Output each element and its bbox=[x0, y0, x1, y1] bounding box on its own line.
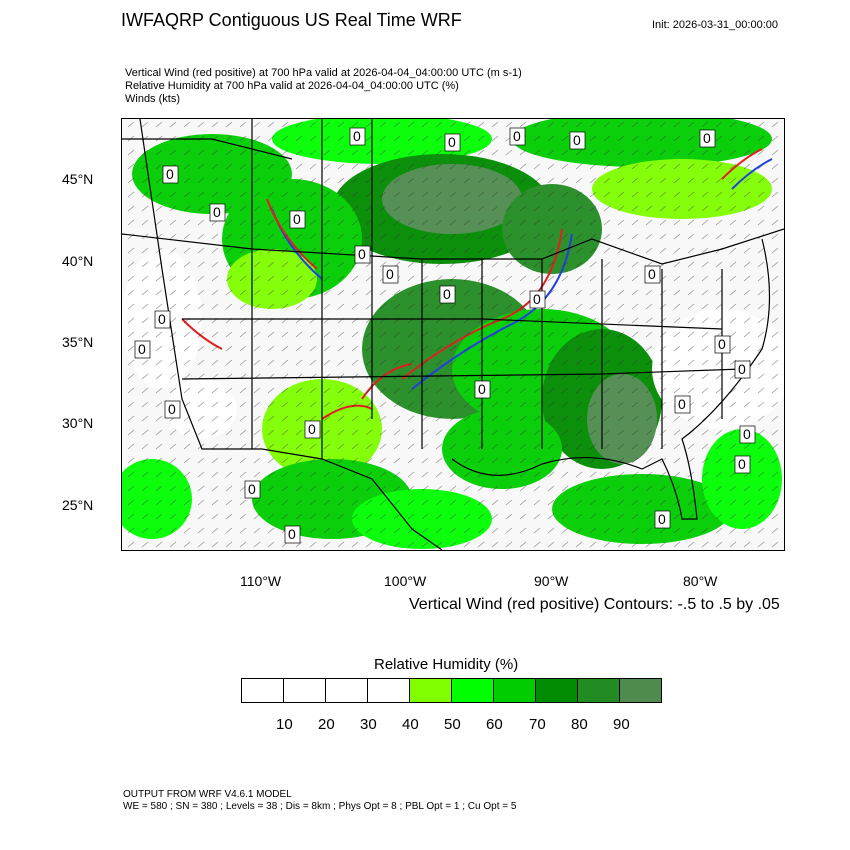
contour-label: 0 bbox=[166, 166, 174, 182]
colorbar-swatch bbox=[410, 679, 452, 702]
contour-label-box bbox=[349, 127, 366, 146]
colorbar-swatch bbox=[368, 679, 410, 702]
lat-label-35: 35°N bbox=[62, 334, 94, 350]
contour-label-box bbox=[244, 480, 261, 499]
colorbar-label-40: 40 bbox=[402, 716, 419, 733]
lat-label-45: 45°N bbox=[62, 171, 94, 187]
contour-label-box bbox=[654, 510, 671, 529]
contour-label-box bbox=[382, 265, 399, 284]
contour-label-box bbox=[739, 425, 756, 444]
contour-label-box bbox=[439, 285, 456, 304]
subtitle-winds: Winds (kts) bbox=[125, 93, 180, 105]
colorbar-label-90: 90 bbox=[613, 716, 630, 733]
contour-label-box bbox=[529, 290, 546, 309]
lat-label-40: 40°N bbox=[62, 253, 94, 269]
contour-label-box bbox=[644, 265, 661, 284]
contour-label: 0 bbox=[658, 511, 666, 527]
colorbar-swatch bbox=[536, 679, 578, 702]
contour-label: 0 bbox=[213, 204, 221, 220]
colorbar bbox=[241, 678, 662, 703]
contour-label-box bbox=[154, 310, 171, 329]
political-borders bbox=[122, 119, 784, 550]
contour-label: 0 bbox=[358, 246, 366, 262]
contour-label-box bbox=[444, 133, 461, 152]
contour-label-box bbox=[162, 165, 179, 184]
contour-label: 0 bbox=[293, 211, 301, 227]
colorbar-label-10: 10 bbox=[276, 716, 293, 733]
init-time: Init: 2026-03-31_00:00:00 bbox=[652, 19, 778, 31]
contour-label-box bbox=[509, 127, 526, 146]
colorbar-label-70: 70 bbox=[529, 716, 546, 733]
contour-label: 0 bbox=[248, 481, 256, 497]
contour-label: 0 bbox=[573, 132, 581, 148]
plot-title: IWFAQRP Contiguous US Real Time WRF bbox=[121, 10, 462, 30]
subtitle-relative-humidity: Relative Humidity at 700 hPa valid at 20… bbox=[125, 80, 459, 92]
contour-label: 0 bbox=[353, 128, 361, 144]
contour-label: 0 bbox=[703, 130, 711, 146]
colorbar-label-20: 20 bbox=[318, 716, 335, 733]
colorbar-swatch bbox=[494, 679, 536, 702]
contour-label: 0 bbox=[288, 526, 296, 542]
contour-label-box bbox=[474, 380, 491, 399]
contour-label-box bbox=[734, 360, 751, 379]
contour-label-box bbox=[674, 395, 691, 414]
contour-label-box bbox=[699, 129, 716, 148]
colorbar-label-50: 50 bbox=[444, 716, 461, 733]
contour-label: 0 bbox=[738, 456, 746, 472]
contour-label: 0 bbox=[168, 401, 176, 417]
contour-label: 0 bbox=[448, 134, 456, 150]
contour-label-box bbox=[734, 455, 751, 474]
colorbar-swatch bbox=[326, 679, 368, 702]
contour-label-box bbox=[569, 131, 586, 150]
contour-label-box bbox=[289, 210, 306, 229]
contour-label: 0 bbox=[478, 381, 486, 397]
lon-label-100: 100°W bbox=[384, 573, 427, 589]
subtitle-vertical-wind: Vertical Wind (red positive) at 700 hPa … bbox=[125, 67, 522, 79]
humidity-shading bbox=[122, 119, 784, 549]
colorbar-swatch bbox=[452, 679, 494, 702]
colorbar-swatch bbox=[242, 679, 284, 702]
contour-label: 0 bbox=[718, 336, 726, 352]
lat-label-25: 25°N bbox=[62, 497, 94, 513]
colorbar-swatch bbox=[284, 679, 326, 702]
contour-label-box bbox=[304, 420, 321, 439]
colorbar-title: Relative Humidity (%) bbox=[374, 656, 519, 673]
contour-label: 0 bbox=[738, 361, 746, 377]
contour-label: 0 bbox=[443, 286, 451, 302]
contour-label: 0 bbox=[386, 266, 394, 282]
colorbar-label-60: 60 bbox=[486, 716, 503, 733]
contour-label: 0 bbox=[533, 291, 541, 307]
contour-label: 0 bbox=[513, 128, 521, 144]
colorbar-swatch bbox=[620, 679, 661, 702]
contour-label-box bbox=[209, 203, 226, 222]
contour-label-box bbox=[714, 335, 731, 354]
colorbar-label-30: 30 bbox=[360, 716, 377, 733]
contour-label: 0 bbox=[138, 341, 146, 357]
contour-label-box bbox=[284, 525, 301, 544]
wind-barbs bbox=[127, 121, 779, 548]
contour-label: 0 bbox=[743, 426, 751, 442]
contour-label-box bbox=[164, 400, 181, 419]
lat-label-30: 30°N bbox=[62, 415, 94, 431]
lon-label-80: 80°W bbox=[683, 573, 718, 589]
contour-label-box bbox=[354, 245, 371, 264]
lon-label-110: 110°W bbox=[240, 573, 282, 589]
contour-note: Vertical Wind (red positive) Contours: -… bbox=[409, 596, 780, 613]
contour-label: 0 bbox=[648, 266, 656, 282]
footer-config: WE = 580 ; SN = 380 ; Levels = 38 ; Dis … bbox=[123, 801, 517, 812]
contour-label: 0 bbox=[308, 421, 316, 437]
contour-label: 0 bbox=[158, 311, 166, 327]
contour-label-box bbox=[134, 340, 151, 359]
contour-label: 0 bbox=[678, 396, 686, 412]
lon-label-90: 90°W bbox=[534, 573, 569, 589]
footer-model: OUTPUT FROM WRF V4.6.1 MODEL bbox=[123, 789, 292, 800]
colorbar-swatch bbox=[578, 679, 620, 702]
colorbar-label-80: 80 bbox=[571, 716, 588, 733]
